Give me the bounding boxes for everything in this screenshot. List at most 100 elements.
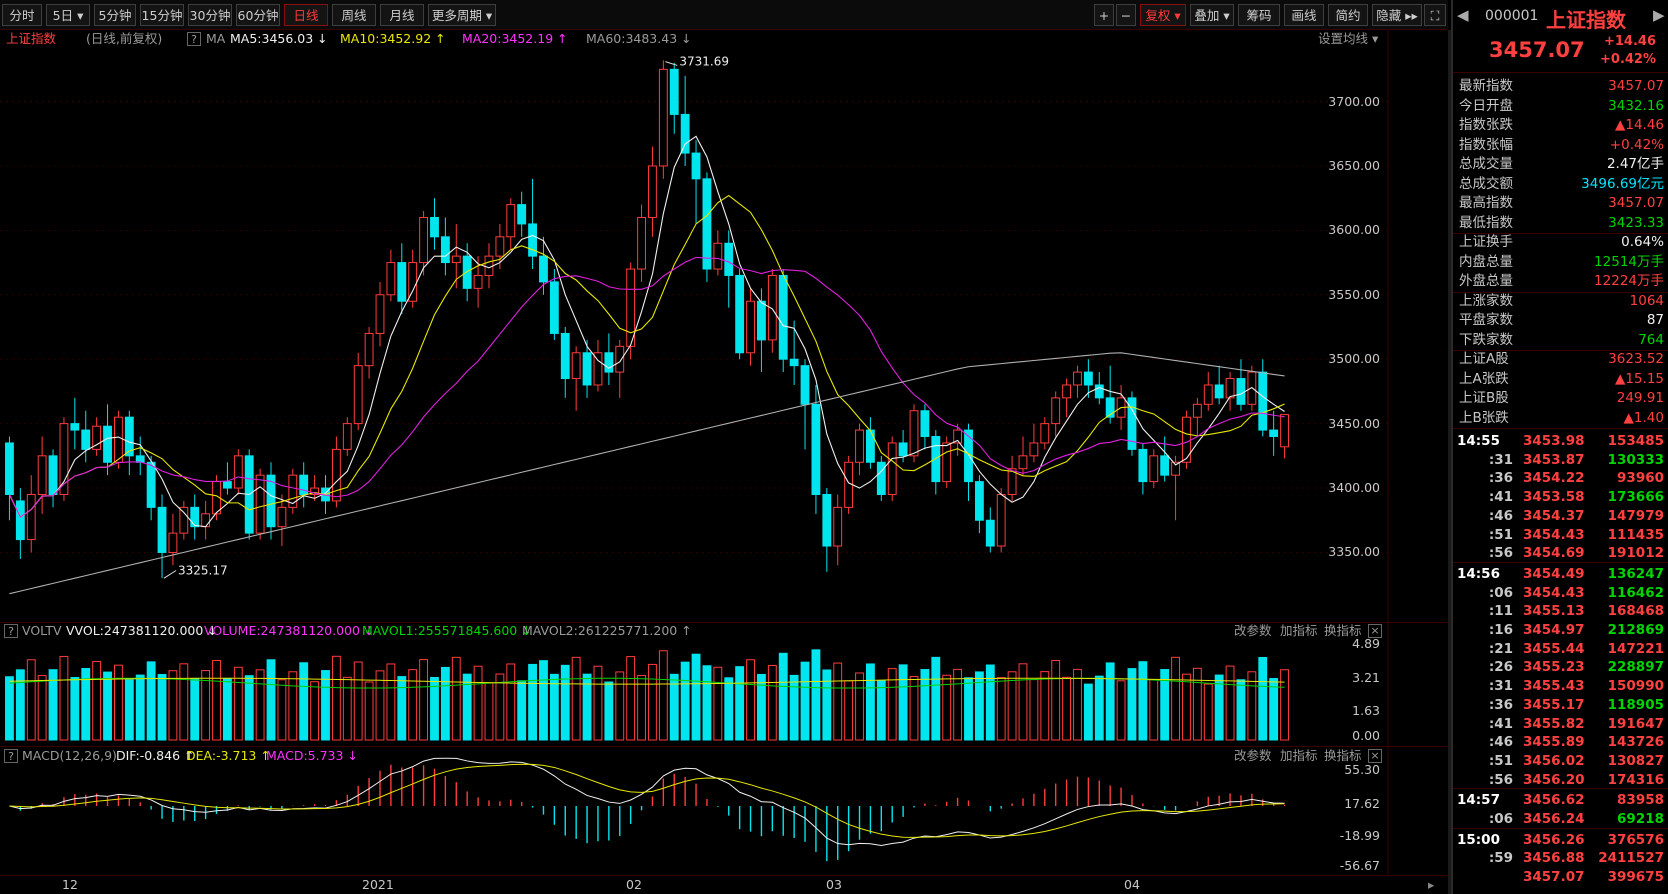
fullscreen-icon[interactable]: ⛶ bbox=[1424, 4, 1446, 26]
period-tab-15min[interactable]: 15分钟 bbox=[140, 4, 184, 26]
volume-bar bbox=[996, 677, 1006, 741]
chips-button[interactable]: 筹码 bbox=[1238, 4, 1280, 26]
volume-bar bbox=[593, 665, 603, 741]
volume-add-indicator-button[interactable]: 加指标 bbox=[1280, 623, 1318, 638]
tick-row: :11 3455.13 168468 bbox=[1453, 601, 1668, 621]
tick-time: 14:56 bbox=[1457, 565, 1500, 582]
volume-help-icon[interactable]: ? bbox=[4, 624, 18, 638]
volume-axis-label: 1.63 bbox=[1352, 703, 1380, 718]
price-axis-label: 3550.00 bbox=[1328, 286, 1380, 302]
date-tick: 02 bbox=[626, 877, 642, 892]
tick-volume: 174316 bbox=[1607, 771, 1664, 788]
period-tab-daily[interactable]: 日线 bbox=[284, 4, 328, 26]
adjust-dropdown[interactable]: 复权 ▾ bbox=[1140, 4, 1186, 26]
stat-label: 最低指数 bbox=[1459, 214, 1513, 231]
volume-bar bbox=[266, 659, 276, 741]
volume-indicator-name: VOLTV bbox=[22, 623, 62, 638]
volume-bar bbox=[331, 655, 341, 741]
quote-sidebar: ◀ 000001 上证指数 ▶ 3457.07 +14.46 +0.42% 最新… bbox=[1451, 0, 1668, 894]
volume-bar bbox=[190, 678, 200, 741]
candle-body bbox=[288, 474, 298, 508]
macd-add-indicator-button[interactable]: 加指标 bbox=[1280, 748, 1318, 763]
volume-close-icon[interactable]: × bbox=[1368, 624, 1382, 638]
candle-body bbox=[811, 403, 821, 495]
mavol2-line bbox=[9, 677, 1285, 685]
volume-bar bbox=[1225, 665, 1235, 741]
candle-body bbox=[495, 236, 505, 257]
candle-body bbox=[179, 506, 189, 534]
volume-bar bbox=[408, 669, 418, 741]
scroll-right-icon[interactable]: ▸ bbox=[1428, 877, 1435, 892]
macd-close-icon[interactable]: × bbox=[1368, 749, 1382, 763]
candle-body bbox=[1138, 448, 1148, 483]
candle-body bbox=[212, 481, 221, 515]
mavol1-value: MAVOL1:255571845.600 ↓ bbox=[362, 623, 532, 638]
candle-body bbox=[266, 474, 276, 528]
macd-axis-label: 17.62 bbox=[1344, 796, 1380, 811]
stat-row: 上证B股 249.91 bbox=[1453, 388, 1668, 408]
tick-price: 3454.69 bbox=[1523, 545, 1585, 562]
stat-label: 上A张跌 bbox=[1459, 370, 1509, 387]
overlay-dropdown[interactable]: 叠加 ▾ bbox=[1190, 4, 1234, 26]
period-tab-30min[interactable]: 30分钟 bbox=[188, 4, 232, 26]
stat-row: 上证A股 3623.52 bbox=[1453, 349, 1668, 369]
candle-body bbox=[299, 474, 309, 495]
hide-panel-button[interactable]: 隐藏 ▸▸ bbox=[1372, 4, 1422, 26]
volume-bar bbox=[212, 660, 221, 741]
tick-time: :06 bbox=[1488, 584, 1513, 601]
zoom-in-button[interactable]: + bbox=[1094, 4, 1114, 26]
tick-price: 3456.20 bbox=[1523, 771, 1585, 788]
help-icon[interactable]: ? bbox=[187, 32, 201, 46]
tick-time: :56 bbox=[1488, 771, 1513, 788]
stat-row: 总成交额 3496.69亿元 bbox=[1453, 174, 1668, 194]
period-tab-60min[interactable]: 60分钟 bbox=[236, 4, 280, 26]
candle-body bbox=[364, 332, 374, 367]
tick-time: :59 bbox=[1488, 850, 1513, 867]
date-tick: 12 bbox=[62, 877, 78, 892]
simple-mode-button[interactable]: 简约 bbox=[1328, 4, 1368, 26]
period-tab-monthly[interactable]: 月线 bbox=[380, 4, 424, 26]
volume-bar bbox=[713, 666, 723, 741]
panel-splitter[interactable] bbox=[1448, 30, 1451, 894]
candle-body bbox=[855, 429, 864, 463]
macd-help-icon[interactable]: ? bbox=[4, 749, 18, 763]
candle-body bbox=[157, 506, 167, 553]
back-arrow-icon[interactable]: ◀ bbox=[1457, 6, 1469, 24]
candle-body bbox=[1105, 397, 1115, 418]
volume-switch-indicator-button[interactable]: 换指标 bbox=[1324, 623, 1362, 638]
macd-switch-indicator-button[interactable]: 换指标 bbox=[1324, 748, 1362, 763]
tick-row: :26 3455.23 228897 bbox=[1453, 657, 1668, 677]
mavol2-value: MAVOL2:261225771.200 ↑ bbox=[522, 623, 692, 638]
volume-bar bbox=[680, 661, 690, 741]
forward-arrow-icon[interactable]: ▶ bbox=[1653, 6, 1665, 24]
tick-time: :21 bbox=[1488, 640, 1513, 657]
tick-row: :31 3455.43 150990 bbox=[1453, 676, 1668, 696]
tick-row: :36 3455.17 118905 bbox=[1453, 695, 1668, 715]
period-tab-more[interactable]: 更多周期 ▾ bbox=[428, 4, 496, 26]
ma-settings-dropdown[interactable]: 设置均线 ▾ bbox=[1318, 31, 1379, 46]
volume-bar bbox=[168, 670, 178, 741]
volume-edit-params-button[interactable]: 改参数 bbox=[1234, 623, 1272, 638]
period-tab-weekly[interactable]: 周线 bbox=[332, 4, 376, 26]
zoom-out-button[interactable]: − bbox=[1116, 4, 1136, 26]
candle-body bbox=[920, 410, 930, 438]
low-marker-line bbox=[163, 570, 177, 579]
stat-label: 上B张跌 bbox=[1459, 409, 1509, 426]
price-axis-label: 3600.00 bbox=[1328, 222, 1380, 238]
volume-bar bbox=[909, 675, 919, 741]
tick-volume: 136247 bbox=[1607, 565, 1664, 582]
period-tab-timeshare[interactable]: 分时 bbox=[2, 4, 42, 26]
candle-body bbox=[408, 262, 418, 302]
dea-line bbox=[9, 763, 1285, 838]
tick-volume: 69218 bbox=[1617, 811, 1664, 827]
period-tab-5day[interactable]: 5日 ▾ bbox=[46, 4, 90, 26]
macd-edit-params-button[interactable]: 改参数 bbox=[1234, 748, 1272, 763]
stat-row: 外盘总量 12224万手 bbox=[1453, 271, 1668, 291]
stat-value: 3457.07 bbox=[1608, 78, 1664, 94]
tick-row: 3457.07 399675 bbox=[1453, 867, 1668, 887]
stat-row: 最低指数 3423.33 bbox=[1453, 213, 1668, 233]
tick-volume: 118905 bbox=[1607, 696, 1664, 713]
macd-axis-label: -18.99 bbox=[1339, 828, 1380, 843]
period-tab-5min[interactable]: 5分钟 bbox=[94, 4, 136, 26]
draw-line-button[interactable]: 画线 bbox=[1284, 4, 1324, 26]
